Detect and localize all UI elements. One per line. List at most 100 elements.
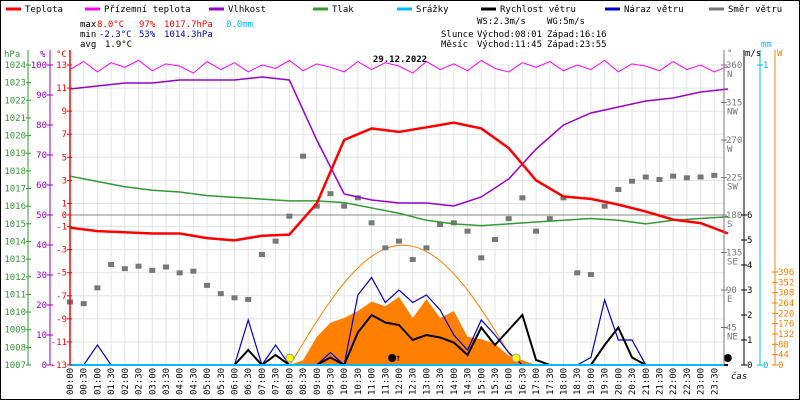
- stats-max-humidity: 97%: [139, 20, 156, 30]
- temperature-tick-label: -13: [51, 361, 67, 371]
- moonset-marker: [723, 354, 732, 362]
- direction-tick-compass: SE: [727, 258, 738, 268]
- wind-direction-point: [615, 187, 622, 192]
- temperature-tick-label: -3: [56, 246, 67, 256]
- moonrise-arrow-icon: ↑: [395, 353, 401, 364]
- wind-direction-point: [354, 195, 361, 201]
- temperature-tick-label: -11: [51, 338, 67, 348]
- pressure-tick-label: 1020: [4, 132, 26, 142]
- wind-direction-point: [382, 245, 389, 251]
- humidity-tick-label: 50: [36, 211, 47, 221]
- wind-direction-point: [491, 237, 498, 242]
- x-tick-label: 09:00: [313, 368, 323, 395]
- wind-direction-point: [450, 220, 457, 226]
- x-tick-label: 22:00: [669, 368, 679, 395]
- sun-label: Slunce: [441, 30, 474, 40]
- temperature-tick-label: 9: [62, 107, 67, 117]
- wind-direction-point: [683, 175, 690, 181]
- solar-radiation-area: [70, 296, 728, 365]
- pressure-tick-label: 1008: [4, 343, 26, 353]
- wind-direction-point: [546, 216, 553, 222]
- humidity-line: [69, 76, 729, 207]
- temperature-tick-label: 0: [62, 211, 67, 221]
- x-tick-label: 03:00: [148, 368, 158, 395]
- wind-direction-point: [300, 153, 307, 159]
- x-tick-label: 04:30: [189, 368, 199, 395]
- moonrise-marker: [388, 354, 397, 362]
- pressure-tick-label: 1012: [4, 273, 26, 283]
- humidity-tick-label: 100: [31, 61, 47, 71]
- wind-tick-label: 2: [747, 311, 752, 321]
- rain-unit: mm: [761, 40, 772, 50]
- wind-direction-point: [533, 228, 540, 234]
- humidity-tick-label: 30: [36, 271, 47, 281]
- x-tick-label: 13:00: [422, 368, 432, 395]
- legend-label: Náraz větru: [624, 5, 684, 15]
- x-tick-label: 13:30: [436, 368, 446, 395]
- x-tick-label: 07:30: [272, 368, 282, 395]
- stats-max-rain: 0.0mm: [226, 20, 253, 30]
- wind-direction-point: [108, 262, 115, 267]
- solar-tick-label: 44: [778, 351, 789, 361]
- pressure-tick-label: 1013: [4, 255, 26, 265]
- stats-min-temp: -2.3°C: [99, 30, 132, 40]
- pressure-tick-label: 1024: [4, 61, 26, 71]
- pressure-tick-label: 1022: [4, 96, 26, 106]
- direction-tick-compass: S: [727, 220, 732, 230]
- x-tick-label: 03:30: [162, 368, 172, 395]
- direction-unit: °: [727, 49, 732, 59]
- x-tick-label: 10:00: [340, 368, 350, 395]
- direction-tick-compass: W: [727, 145, 733, 155]
- wind-direction-point: [327, 191, 334, 197]
- x-tick-label: 05:30: [217, 368, 227, 395]
- pressure-tick-label: 1023: [4, 79, 26, 89]
- solar-tick-label: 352: [778, 278, 794, 288]
- humidity-tick-label: 20: [36, 301, 47, 311]
- x-tick-label: 18:00: [560, 368, 570, 395]
- x-tick-label: 11:00: [368, 368, 378, 395]
- wind-tick-label: 1: [747, 336, 752, 346]
- wind-direction-point: [697, 174, 704, 180]
- sunrise-marker: [285, 353, 295, 363]
- stats-avg-label: avg: [80, 40, 96, 50]
- temperature-tick-label: 13: [56, 61, 67, 71]
- x-tick-label: 19:30: [601, 368, 611, 395]
- x-tick-label: 18:30: [573, 368, 583, 395]
- stats-wind-speed: WS:2.3m/s: [477, 17, 526, 27]
- wind-direction-point: [313, 203, 320, 209]
- wind-direction-point: [396, 238, 402, 244]
- x-tick-label: 23:30: [710, 368, 720, 395]
- wind-direction-point: [341, 203, 348, 209]
- direction-tick-compass: NW: [727, 108, 738, 118]
- solar-tick-label: 220: [778, 309, 794, 319]
- x-tick-label: 14:00: [450, 368, 460, 395]
- stats-max-temp: 8.0°C: [97, 20, 124, 30]
- solar-theoretical-line: [289, 244, 516, 366]
- temperature-tick-label: 3: [62, 176, 67, 186]
- humidity-tick-label: 0: [42, 361, 47, 371]
- x-tick-label: 20:30: [628, 368, 638, 395]
- direction-tick-compass: E: [727, 295, 732, 305]
- legend-label: Směr větru: [728, 5, 782, 15]
- direction-tick-label: 225: [726, 174, 742, 184]
- temperature-tick-label: -1: [56, 223, 67, 233]
- temperature-tick-label: -9: [56, 315, 67, 325]
- wind-direction-point: [121, 266, 128, 272]
- x-tick-label: 15:00: [477, 368, 487, 395]
- x-tick-label: 06:00: [231, 368, 241, 395]
- x-tick-label: 21:30: [655, 368, 665, 395]
- legend-label: Srážky: [416, 5, 449, 15]
- x-tick-label: 16:00: [505, 368, 515, 395]
- wind-direction-point: [245, 297, 252, 302]
- chart-title: 29.12.2022: [373, 55, 427, 65]
- legend-label: Rychlost větru: [500, 5, 576, 15]
- x-tick-label: 08:00: [285, 368, 295, 395]
- direction-tick-label: 315: [726, 99, 742, 109]
- x-tick-label: 08:30: [299, 368, 309, 395]
- wind-direction-point: [258, 252, 265, 257]
- legend-label: Přízemní teplota: [104, 5, 191, 15]
- wind-direction-point: [505, 216, 512, 222]
- solar-tick-label: 264: [778, 299, 794, 309]
- temperature-unit: °C: [56, 50, 67, 60]
